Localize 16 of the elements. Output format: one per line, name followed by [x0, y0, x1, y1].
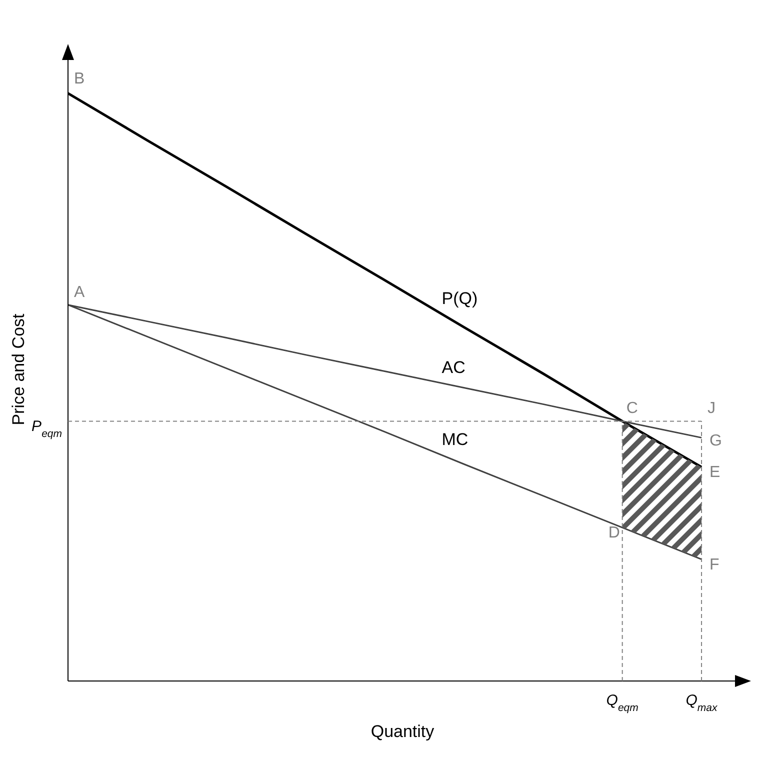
x-axis-title: Quantity — [370, 722, 435, 741]
series-label: MC — [442, 430, 468, 450]
annotation: J — [708, 400, 716, 418]
annotation: B — [74, 70, 85, 88]
annotation: D — [608, 524, 620, 542]
y-axis-title: Price and Cost — [9, 313, 28, 426]
annotation: G — [710, 432, 722, 450]
x-tick-label: Q$_{eqm}$ — [606, 692, 639, 714]
annotation: A — [74, 284, 85, 301]
annotation: C — [626, 400, 638, 418]
series-label: AC — [442, 358, 466, 378]
annotation: F — [710, 556, 720, 574]
series-label: P(Q) — [442, 289, 478, 308]
ref-line-label: P$_{eqm}$ — [32, 418, 62, 440]
annotation: E — [710, 464, 720, 482]
x-tick-label: Q$_{max}$ — [686, 692, 718, 714]
